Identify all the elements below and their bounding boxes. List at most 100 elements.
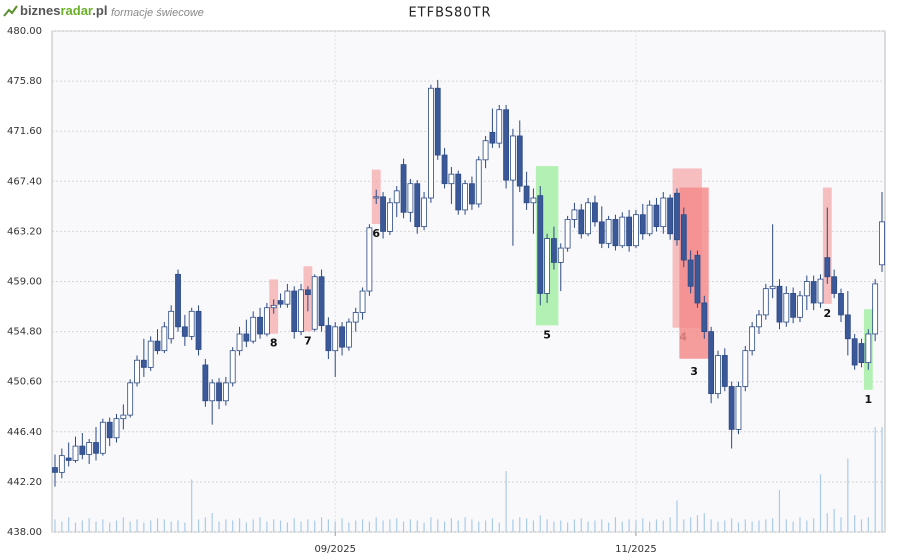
y-tick-label: 480.00 xyxy=(7,26,42,37)
candle-body xyxy=(537,195,544,294)
candle-body xyxy=(400,164,407,213)
candle-body xyxy=(393,190,400,204)
candle-body xyxy=(236,333,243,352)
candle-body xyxy=(181,326,188,337)
candle-body xyxy=(448,173,455,185)
y-tick-label: 459.00 xyxy=(7,277,42,288)
candle-body xyxy=(510,135,516,181)
candle-body xyxy=(414,183,421,228)
candle-body xyxy=(728,386,735,430)
candle-body xyxy=(222,382,229,402)
logo-part: biznes xyxy=(20,3,60,18)
chart-title: ETFBS80TR xyxy=(408,6,491,21)
candle-body xyxy=(65,457,72,461)
candle-body xyxy=(762,288,769,316)
candle-body xyxy=(865,333,872,364)
candle-body xyxy=(503,109,509,181)
candle-body xyxy=(140,359,147,368)
y-tick-label: 450.60 xyxy=(7,377,42,388)
candle-body xyxy=(366,227,373,292)
candle-body xyxy=(605,219,612,244)
y-tick-label: 454.80 xyxy=(7,327,42,338)
candle-body xyxy=(441,154,448,185)
y-tick-label: 471.60 xyxy=(7,126,42,137)
candle-body xyxy=(694,254,701,304)
x-tick-label: 11/2025 xyxy=(615,544,657,555)
candle-body xyxy=(428,87,434,199)
logo-icon xyxy=(3,5,18,17)
candle-body xyxy=(489,131,496,144)
candle-body xyxy=(735,386,742,430)
candle-body xyxy=(639,214,646,235)
candle-body xyxy=(209,382,216,402)
candle-body xyxy=(674,192,680,241)
pattern-label: 5 xyxy=(543,328,551,341)
candle-body xyxy=(93,442,99,454)
candle-body xyxy=(482,140,489,161)
candle-body xyxy=(277,300,284,305)
candle-body xyxy=(564,219,571,249)
y-tick-label: 463.20 xyxy=(7,226,42,237)
candle-body xyxy=(52,467,58,473)
candle-body xyxy=(99,421,106,454)
candle-body xyxy=(325,325,332,352)
candle-body xyxy=(578,209,585,235)
candle-body xyxy=(250,316,257,342)
candle-body xyxy=(810,281,817,304)
candle-body xyxy=(844,314,851,340)
candle-body xyxy=(168,310,175,340)
candle-body xyxy=(776,285,783,323)
candle-body xyxy=(660,197,667,228)
candle-body xyxy=(462,183,468,211)
candle-body xyxy=(619,216,626,247)
candle-body xyxy=(592,202,598,223)
candle-body xyxy=(756,314,762,328)
candle-body xyxy=(345,321,352,348)
y-tick-label: 442.20 xyxy=(7,477,42,488)
candle-body xyxy=(749,326,756,352)
candle-body xyxy=(598,221,605,244)
candle-body xyxy=(79,445,86,455)
candle-body xyxy=(523,185,530,204)
candle-body xyxy=(851,338,858,366)
candle-body xyxy=(544,238,550,294)
subtitle: formacje świecowe xyxy=(111,7,204,19)
candle-body xyxy=(113,418,120,439)
pattern-label: 3 xyxy=(690,365,698,378)
candle-body xyxy=(838,293,844,316)
pattern-label: 1 xyxy=(865,393,873,406)
candle-body xyxy=(530,197,537,204)
candle-body xyxy=(263,307,270,335)
candle-body xyxy=(633,214,639,247)
logo: biznesradar.pl formacje świecowe xyxy=(3,3,204,19)
candle-body xyxy=(667,197,674,235)
candle-body xyxy=(790,293,797,318)
candle-body xyxy=(769,285,776,290)
candle-body xyxy=(701,302,708,333)
candle-body xyxy=(824,257,831,278)
candle-body xyxy=(879,221,885,266)
candle-body xyxy=(421,197,427,228)
candle-body xyxy=(304,289,311,296)
candle-body xyxy=(202,364,209,402)
candle-body xyxy=(216,382,222,402)
candle-body xyxy=(311,276,318,330)
candle-body xyxy=(742,350,749,387)
candle-body xyxy=(407,183,414,213)
candle-body xyxy=(127,382,134,416)
candle-body xyxy=(86,442,93,455)
candle-body xyxy=(585,202,592,235)
candle-body xyxy=(516,135,523,187)
candle-body xyxy=(571,209,578,220)
candle-body xyxy=(469,183,475,205)
logo-text: biznesradar.pl xyxy=(20,3,107,18)
candle-body xyxy=(72,445,79,461)
candle-body xyxy=(58,455,65,473)
candle-body xyxy=(721,355,728,387)
candle-body xyxy=(858,343,865,364)
candle-body xyxy=(359,290,366,313)
candle-body xyxy=(653,204,660,228)
candle-body xyxy=(872,283,879,335)
candle-body xyxy=(557,247,564,263)
